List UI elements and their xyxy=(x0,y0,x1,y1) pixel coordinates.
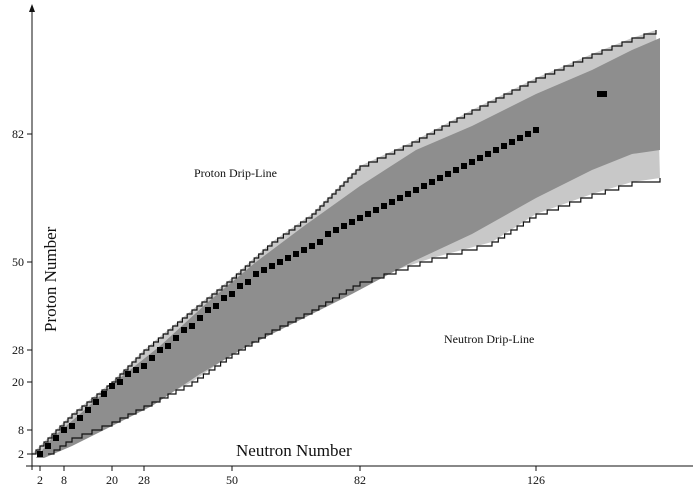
neutron-drip-line-label: Neutron Drip-Line xyxy=(444,332,534,346)
y-axis-arrow xyxy=(29,4,35,12)
stable-nucleus xyxy=(357,215,363,221)
x-axis-title: Neutron Number xyxy=(236,441,352,460)
y-axis-title: Proton Number xyxy=(41,226,60,332)
stable-nucleus xyxy=(469,159,475,165)
stable-nucleus xyxy=(373,207,379,213)
stable-nucleus xyxy=(293,251,299,257)
stable-nucleus xyxy=(245,279,251,285)
stable-nucleus xyxy=(413,187,419,193)
stable-nucleus xyxy=(301,247,307,253)
y-tick-label: 20 xyxy=(12,375,24,389)
stable-nucleus xyxy=(325,231,331,237)
x-tick-label: 28 xyxy=(138,473,150,486)
stable-nucleus xyxy=(601,91,607,97)
x-tick-label: 126 xyxy=(527,473,545,486)
x-tick-label: 2 xyxy=(37,473,43,486)
stable-nucleus xyxy=(253,271,259,277)
x-tick-label: 82 xyxy=(354,473,366,486)
stable-nucleus xyxy=(61,427,67,433)
stable-nucleus xyxy=(493,147,499,153)
stable-nucleus xyxy=(421,183,427,189)
stable-nucleus xyxy=(485,151,491,157)
stable-nucleus xyxy=(45,443,51,449)
stable-nucleus xyxy=(157,347,163,353)
stable-nucleus xyxy=(597,91,603,97)
y-tick-label: 28 xyxy=(12,343,24,357)
stable-nucleus xyxy=(317,239,323,245)
stable-nucleus xyxy=(501,143,507,149)
stable-nuclei-layer xyxy=(37,91,607,457)
stable-nucleus xyxy=(261,267,267,273)
stable-nucleus xyxy=(165,343,171,349)
stable-nucleus xyxy=(213,303,219,309)
stable-nucleus xyxy=(117,379,123,385)
stable-nucleus xyxy=(341,223,347,229)
stable-nucleus xyxy=(509,139,515,145)
stable-nucleus xyxy=(93,399,99,405)
y-tick-label: 2 xyxy=(18,447,24,461)
stable-nucleus xyxy=(101,391,107,397)
stable-nucleus xyxy=(221,295,227,301)
stable-nucleus xyxy=(429,179,435,185)
stable-nucleus xyxy=(181,327,187,333)
stable-nucleus xyxy=(229,291,235,297)
stable-nucleus xyxy=(53,435,59,441)
x-tick-labels: 2 8 20 28 50 82 126 xyxy=(37,473,545,486)
stable-nucleus xyxy=(269,263,275,269)
stable-nucleus xyxy=(85,407,91,413)
stable-nucleus xyxy=(205,307,211,313)
stable-nucleus xyxy=(333,227,339,233)
stable-nucleus xyxy=(381,203,387,209)
proton-drip-line-label: Proton Drip-Line xyxy=(194,166,277,180)
stable-nucleus xyxy=(109,383,115,389)
stable-nucleus xyxy=(125,371,131,377)
stable-nucleus xyxy=(277,259,283,265)
stable-nucleus xyxy=(533,127,539,133)
stable-nucleus xyxy=(173,335,179,341)
stable-nucleus xyxy=(149,355,155,361)
y-tick-label: 82 xyxy=(12,127,24,141)
stable-nucleus xyxy=(445,171,451,177)
stable-nucleus xyxy=(517,135,523,141)
stable-nucleus xyxy=(197,315,203,321)
stable-nucleus xyxy=(397,195,403,201)
stable-nucleus xyxy=(133,367,139,373)
stable-nucleus xyxy=(437,175,443,181)
stable-nucleus xyxy=(349,219,355,225)
axes-layer xyxy=(26,4,693,471)
neutron-drip-line xyxy=(48,178,661,455)
stable-nucleus xyxy=(461,163,467,169)
stable-nucleus xyxy=(453,167,459,173)
stable-nucleus xyxy=(389,199,395,205)
stable-nucleus xyxy=(37,451,43,457)
stable-nucleus xyxy=(365,211,371,217)
y-tick-label: 8 xyxy=(18,423,24,437)
stable-nucleus xyxy=(309,243,315,249)
stable-nucleus xyxy=(405,191,411,197)
stable-nucleus xyxy=(189,323,195,329)
stable-nucleus xyxy=(77,415,83,421)
x-tick-label: 8 xyxy=(61,473,67,486)
stable-nucleus xyxy=(285,255,291,261)
x-tick-label: 20 xyxy=(106,473,118,486)
stable-nucleus xyxy=(69,423,75,429)
y-tick-label: 50 xyxy=(12,255,24,269)
known-nuclei-layer xyxy=(36,38,660,458)
stable-nucleus xyxy=(237,283,243,289)
x-tick-label: 50 xyxy=(226,473,238,486)
stable-nucleus xyxy=(525,131,531,137)
stable-nucleus xyxy=(141,363,147,369)
known-nuclei-band xyxy=(36,38,660,458)
stable-nucleus xyxy=(477,155,483,161)
